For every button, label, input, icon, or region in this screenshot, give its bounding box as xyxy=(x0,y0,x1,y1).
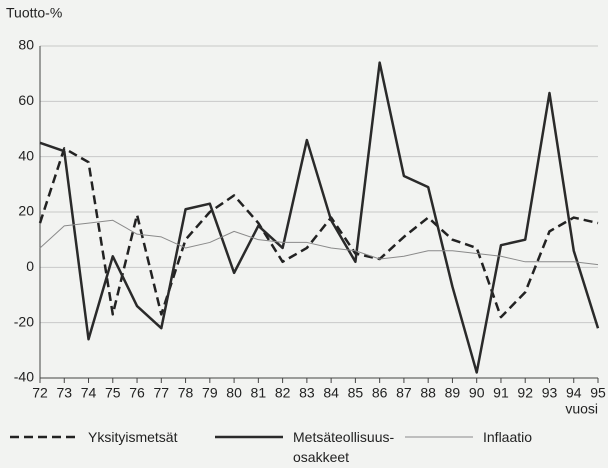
x-tick-label: 81 xyxy=(251,385,267,401)
x-tick-label: 80 xyxy=(226,385,242,401)
x-tick-label: 75 xyxy=(105,385,121,401)
x-tick-label: 77 xyxy=(154,385,170,401)
y-tick-label: 60 xyxy=(18,92,34,108)
x-tick-label: 90 xyxy=(469,385,485,401)
series-line xyxy=(39,219,599,266)
y-tick-label: -20 xyxy=(14,313,34,329)
x-tick-label: 73 xyxy=(56,385,72,401)
x-tick-label: 82 xyxy=(275,385,291,401)
x-tick-label: 83 xyxy=(299,385,315,401)
x-tick-label: 95 xyxy=(590,385,606,401)
x-tick-label: 91 xyxy=(493,385,509,401)
x-tick-label: 79 xyxy=(202,385,218,401)
x-tick-label: 85 xyxy=(348,385,364,401)
y-tick-label: 80 xyxy=(18,37,34,53)
legend-label: Yksityismetsät xyxy=(88,429,178,445)
y-tick-label: 0 xyxy=(26,258,34,274)
y-tick-label: -40 xyxy=(14,369,34,385)
x-tick-label: 87 xyxy=(396,385,412,401)
legend-label: Inflaatio xyxy=(483,429,533,445)
y-tick-label: 20 xyxy=(18,203,34,219)
legend-label: Metsäteollisuus- osakkeet xyxy=(293,429,395,465)
x-axis-label: vuosi xyxy=(565,401,598,417)
x-tick-label: 78 xyxy=(178,385,194,401)
chart-title: Tuotto-% xyxy=(6,5,62,21)
x-tick-label: 76 xyxy=(129,385,145,401)
x-tick-label: 93 xyxy=(542,385,558,401)
series-line xyxy=(38,147,599,319)
y-tick-label: 40 xyxy=(18,147,34,163)
x-tick-label: 86 xyxy=(372,385,388,401)
x-tick-label: 94 xyxy=(566,385,582,401)
x-tick-label: 89 xyxy=(445,385,461,401)
x-tick-label: 72 xyxy=(32,385,48,401)
x-tick-label: 92 xyxy=(517,385,533,401)
x-tick-label: 74 xyxy=(81,385,97,401)
series-line xyxy=(39,61,600,374)
x-tick-label: 88 xyxy=(420,385,436,401)
x-tick-label: 84 xyxy=(323,385,339,401)
